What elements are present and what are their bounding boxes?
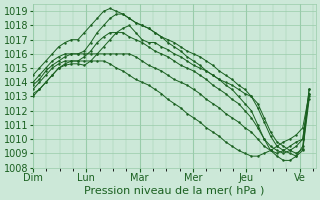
X-axis label: Pression niveau de la mer( hPa ): Pression niveau de la mer( hPa )	[84, 186, 265, 196]
